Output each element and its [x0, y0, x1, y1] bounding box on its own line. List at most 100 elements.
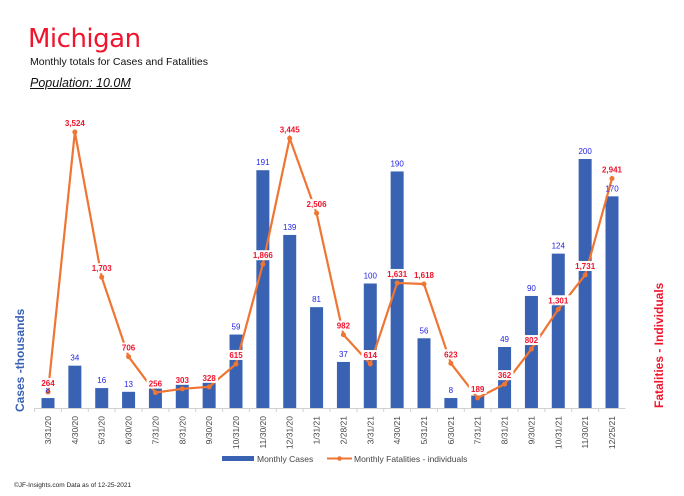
fatality-value-label: 1,866 [253, 251, 274, 260]
case-value-label: 8 [46, 386, 51, 395]
chart-subtitle: Monthly totals for Cases and Fatalities [30, 56, 208, 68]
fatality-label-bg [146, 378, 165, 389]
case-value-label: 124 [552, 242, 566, 251]
x-tick-label: 1/31/21 [312, 416, 322, 445]
fatality-value-label: 362 [498, 371, 512, 380]
fatality-label-bg [200, 372, 219, 383]
legend-cases-label: Monthly Cases [257, 454, 313, 464]
case-bar [363, 283, 377, 408]
fatality-value-label: 1,618 [414, 271, 435, 280]
fatality-value-label: 615 [229, 351, 243, 360]
case-bar [444, 398, 458, 408]
fatality-label-bg [61, 118, 89, 128]
fatality-label-bg [173, 374, 192, 385]
case-value-label: 90 [527, 284, 536, 293]
case-value-label: 139 [283, 223, 297, 232]
fatality-label-bg [249, 250, 277, 261]
x-tick-label: 4/30/21 [392, 416, 402, 445]
case-bar [471, 395, 485, 408]
x-tick-label: 7/31/20 [150, 416, 160, 445]
chart-title: Michigan [28, 24, 141, 54]
fatality-label-bg [410, 269, 438, 280]
fatality-point [206, 384, 212, 390]
case-bar [551, 253, 565, 408]
fatality-point [421, 281, 427, 287]
case-value-label: 49 [500, 335, 509, 344]
x-tick-label: 10/31/20 [231, 416, 241, 449]
legend: Monthly Cases Monthly Fatalities - indiv… [222, 454, 467, 464]
fatality-label-bg [468, 383, 487, 394]
fatality-value-label: 982 [337, 322, 351, 331]
fatality-point [582, 272, 588, 278]
fatality-label-bg [544, 295, 572, 306]
case-value-label: 37 [339, 350, 348, 359]
fatality-value-label: 328 [202, 374, 216, 383]
fatality-point [475, 395, 481, 401]
x-tick-label: 9/30/20 [204, 416, 214, 445]
case-bar [202, 378, 216, 408]
fatality-point [394, 280, 400, 286]
fatality-point [179, 386, 185, 392]
fatality-point [367, 361, 373, 367]
population-label: Population: 10.0M [30, 76, 131, 90]
case-bar [390, 171, 404, 408]
x-tick-label: 4/30/20 [70, 416, 80, 445]
fatality-value-label: 2,941 [602, 165, 623, 174]
fatality-point [340, 332, 346, 338]
fatality-value-label: 189 [471, 385, 485, 394]
fatality-label-bg [334, 320, 353, 331]
fatality-value-label: 3,524 [65, 119, 86, 128]
fatality-label-bg [39, 377, 57, 388]
case-value-label: 56 [420, 326, 429, 335]
case-value-label: 13 [124, 380, 133, 389]
fatality-value-label: 256 [149, 380, 163, 389]
case-bar [122, 391, 136, 408]
case-bar [68, 365, 82, 408]
fatality-label-bg [303, 199, 331, 210]
fatality-label-bg [88, 263, 116, 274]
fatality-value-label: 802 [525, 336, 539, 345]
x-tick-label: 12/25/21 [607, 416, 617, 449]
case-bar [41, 398, 55, 408]
fatality-label-bg [522, 335, 541, 346]
fatality-label-bg [441, 349, 460, 360]
x-tick-label: 10/31/21 [553, 416, 563, 449]
fatality-label-bg [571, 260, 599, 271]
fatality-label-bg [383, 268, 411, 279]
case-bar [256, 170, 270, 408]
case-bar [605, 196, 619, 408]
y-axis-right-label: Fatalities - Individuals [652, 282, 666, 408]
fatality-point [555, 306, 561, 312]
case-bar [175, 380, 189, 408]
fatality-point [260, 261, 266, 267]
legend-fatalities-marker [337, 456, 342, 461]
footer-credit: ©JF-Insights.com Data as of 12-25-2021 [14, 482, 132, 489]
x-tick-label: 6/30/21 [446, 416, 456, 445]
fatality-point [287, 135, 293, 141]
case-value-label: 100 [364, 272, 378, 281]
case-value-label: 8 [449, 386, 454, 395]
fatality-label-bg [227, 349, 245, 360]
fatality-point [502, 381, 508, 387]
fatality-value-label: 1,731 [575, 262, 596, 271]
fatality-label-bg [495, 370, 514, 381]
x-tick-label: 5/31/20 [97, 416, 107, 445]
fatality-value-label: 1,301 [548, 296, 569, 305]
fatalities-line [46, 131, 614, 400]
line-group [45, 129, 615, 401]
y-axis-left-label: Cases -thousands [13, 308, 27, 412]
legend-cases-swatch [222, 456, 254, 461]
case-value-label: 170 [605, 184, 619, 193]
case-bar [283, 234, 297, 408]
x-tick-label: 6/30/20 [124, 416, 134, 445]
fatality-label-bg [598, 164, 626, 175]
fatality-point [152, 390, 158, 396]
x-tick-label: 5/31/21 [419, 416, 429, 445]
fatality-point [528, 346, 534, 352]
fatality-value-label: 2,506 [307, 200, 328, 209]
case-bar [95, 388, 109, 408]
fatality-point [99, 274, 105, 280]
case-bar [336, 361, 350, 408]
fatality-point [448, 360, 454, 366]
fatality-value-label: 706 [122, 344, 136, 353]
